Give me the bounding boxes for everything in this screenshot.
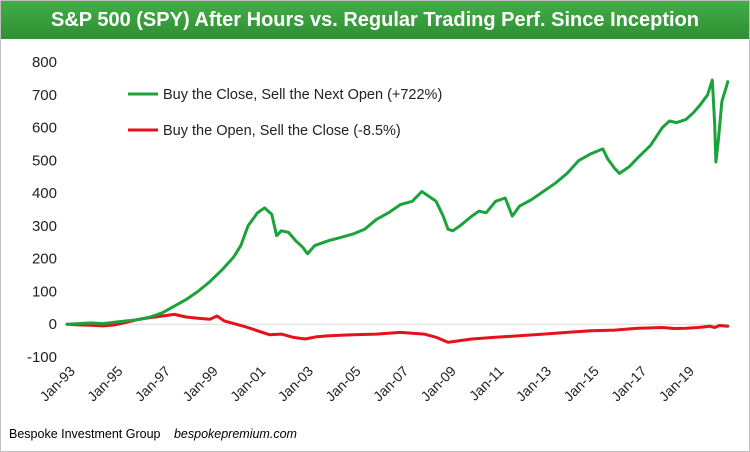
y-axis: -100 0 100 200 300 400 500 600 700 800 <box>27 54 729 366</box>
y-tick-label: 400 <box>32 185 57 202</box>
y-tick-label: -100 <box>27 349 57 366</box>
series-layer <box>65 78 730 344</box>
y-tick-label: 100 <box>32 283 57 300</box>
chart-title: S&P 500 (SPY) After Hours vs. Regular Tr… <box>1 1 749 39</box>
x-tick-label: Jan-17 <box>608 363 650 405</box>
x-tick-label: Jan-09 <box>417 363 459 405</box>
y-tick-label: 300 <box>32 218 57 235</box>
x-tick-label: Jan-11 <box>466 363 507 404</box>
x-tick-label: Jan-01 <box>227 363 269 405</box>
x-tick-label: Jan-97 <box>132 363 174 405</box>
x-tick-label: Jan-99 <box>179 363 221 405</box>
y-tick-label: 200 <box>32 251 57 268</box>
y-tick-label: 700 <box>32 87 57 104</box>
y-tick-label: 500 <box>32 152 57 169</box>
y-tick-label: 0 <box>49 316 57 333</box>
x-tick-label: Jan-15 <box>560 363 602 405</box>
x-tick-label: Jan-03 <box>275 363 317 405</box>
legend-label-1: Buy the Open, Sell the Close (-8.5%) <box>163 123 401 139</box>
x-tick-label: Jan-93 <box>36 363 78 405</box>
x-tick-label: Jan-05 <box>322 363 364 405</box>
y-tick-label: 600 <box>32 120 57 137</box>
x-tick-label: Jan-07 <box>370 363 412 405</box>
legend: Buy the Close, Sell the Next Open (+722%… <box>128 87 442 139</box>
series-line-0 <box>65 78 730 326</box>
footer-site: bespokepremium.com <box>173 427 297 441</box>
footer: Bespoke Investment Group bespokepremium.… <box>9 427 297 441</box>
footer-source: Bespoke Investment Group <box>9 427 161 441</box>
x-tick-label: Jan-95 <box>84 363 126 405</box>
series-line-1 <box>65 312 730 344</box>
legend-label-0: Buy the Close, Sell the Next Open (+722%… <box>163 87 442 103</box>
x-axis: Jan-93 Jan-95 Jan-97 Jan-99 Jan-01 Jan-03 Jan-… <box>36 363 697 405</box>
y-tick-label: 800 <box>32 54 57 71</box>
x-tick-label: Jan-13 <box>513 363 555 405</box>
x-tick-label: Jan-19 <box>656 363 698 405</box>
